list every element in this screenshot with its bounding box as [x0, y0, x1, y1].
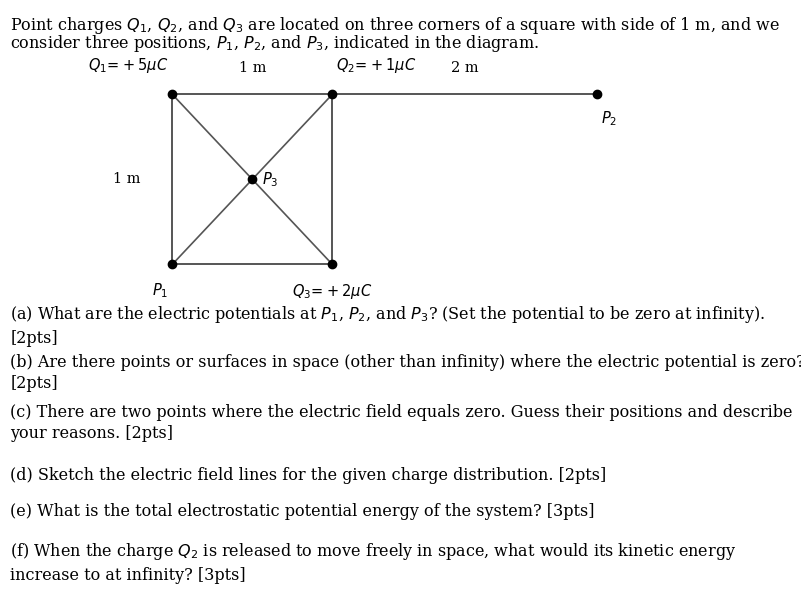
Text: (c) There are two points where the electric field equals zero. Guess their posit: (c) There are two points where the elect…	[10, 404, 793, 442]
Text: $Q_3\!=\!+2\mu C$: $Q_3\!=\!+2\mu C$	[292, 282, 372, 300]
Text: $P_3$: $P_3$	[262, 170, 279, 188]
Text: consider three positions, $P_1$, $P_2$, and $P_3$, indicated in the diagram.: consider three positions, $P_1$, $P_2$, …	[10, 33, 539, 55]
Text: 1 m: 1 m	[113, 172, 140, 187]
Text: (b) Are there points or surfaces in space (other than infinity) where the electr: (b) Are there points or surfaces in spac…	[10, 354, 801, 392]
Text: Point charges $Q_1$, $Q_2$, and $Q_3$ are located on three corners of a square w: Point charges $Q_1$, $Q_2$, and $Q_3$ ar…	[10, 15, 780, 36]
Text: (a) What are the electric potentials at $P_1$, $P_2$, and $P_3$? (Set the potent: (a) What are the electric potentials at …	[10, 304, 766, 347]
Text: (e) What is the total electrostatic potential energy of the system? [3pts]: (e) What is the total electrostatic pote…	[10, 503, 595, 520]
Text: 1 m: 1 m	[239, 61, 266, 75]
Text: $Q_1\!=\!+5\mu C$: $Q_1\!=\!+5\mu C$	[88, 56, 168, 75]
Text: $P_1$: $P_1$	[152, 282, 168, 300]
Text: (f) When the charge $Q_2$ is released to move freely in space, what would its ki: (f) When the charge $Q_2$ is released to…	[10, 541, 737, 584]
Text: (d) Sketch the electric field lines for the given charge distribution. [2pts]: (d) Sketch the electric field lines for …	[10, 467, 606, 484]
Text: 2 m: 2 m	[451, 61, 478, 75]
Text: $P_2$: $P_2$	[601, 109, 617, 128]
Text: $Q_2\!=\!+1\mu C$: $Q_2\!=\!+1\mu C$	[336, 56, 417, 75]
